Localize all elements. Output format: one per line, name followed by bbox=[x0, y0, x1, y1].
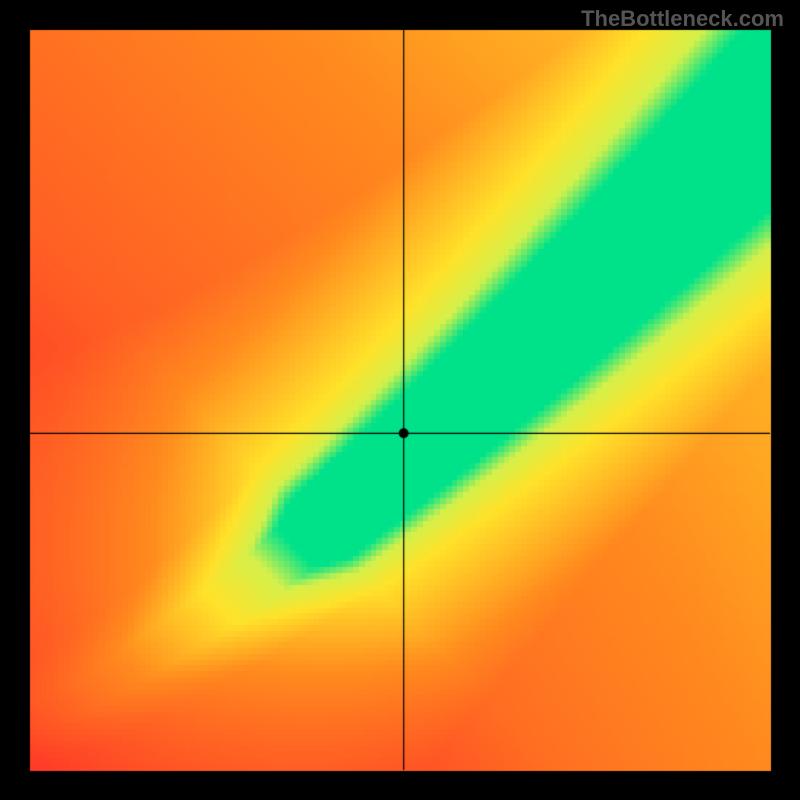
heatmap-canvas bbox=[0, 0, 800, 800]
watermark-text: TheBottleneck.com bbox=[581, 6, 784, 32]
chart-container: TheBottleneck.com bbox=[0, 0, 800, 800]
